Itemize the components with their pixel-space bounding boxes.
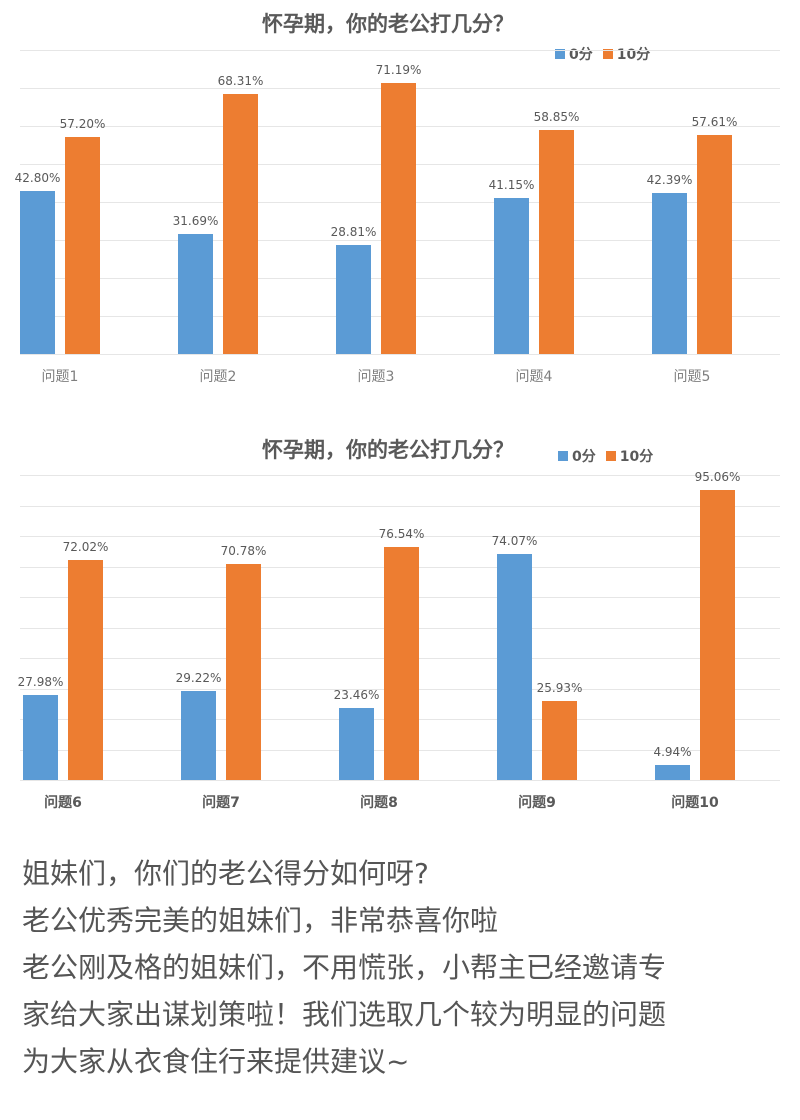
category-label: 问题4 xyxy=(515,369,553,385)
bar-0-points xyxy=(20,191,55,354)
data-label: 31.69% xyxy=(172,213,219,228)
chart-2: 怀孕期，你的老公打几分？ 0分 10分 27.98% 72.02% 问题6 29.22… xyxy=(0,420,800,830)
data-label: 76.54% xyxy=(378,526,425,541)
data-label: 57.20% xyxy=(59,116,106,131)
legend-swatch-blue xyxy=(555,49,565,59)
data-label: 42.80% xyxy=(14,171,61,186)
legend-item-10: 10分 xyxy=(602,44,651,64)
data-label: 23.46% xyxy=(333,688,380,703)
bar-10-points xyxy=(384,546,419,780)
category-label: 问题7 xyxy=(202,795,240,811)
bar-10-points xyxy=(226,564,261,780)
data-label: 95.06% xyxy=(694,470,741,485)
bar-0-points xyxy=(655,764,690,780)
article-line: 为大家从衣食住行来提供建议~ xyxy=(22,1045,410,1078)
legend-label: 0分 xyxy=(569,47,593,63)
article-line: 姐妹们，你们的老公得分如何呀? xyxy=(22,857,429,890)
chart-2-legend: 0分 10分 xyxy=(558,446,663,466)
legend-label: 10分 xyxy=(619,449,654,465)
data-label: 27.98% xyxy=(17,674,64,689)
chart-1-title: 怀孕期，你的老公打几分？ xyxy=(262,12,514,36)
legend-swatch-orange xyxy=(605,451,616,461)
bar-0-points xyxy=(497,554,532,780)
data-label: 58.85% xyxy=(533,110,580,125)
legend-swatch-orange xyxy=(602,49,613,59)
data-label: 28.81% xyxy=(330,224,377,239)
chart-1-legend: 0分 10分 xyxy=(555,44,660,64)
data-label: 57.61% xyxy=(691,115,738,130)
bar-10-points xyxy=(700,490,735,780)
bar-10-points xyxy=(539,130,574,354)
article-line: 老公优秀完美的姐妹们，非常恭喜你啦 xyxy=(22,904,499,937)
bar-10-points xyxy=(381,83,416,354)
chart-1: 怀孕期，你的老公打几分？ 0分 10分 42.80% 57.20% 问题1 31.69… xyxy=(0,0,800,400)
data-label: 29.22% xyxy=(175,670,222,685)
legend-label: 0分 xyxy=(572,449,596,465)
data-label: 25.93% xyxy=(536,680,583,695)
bar-10-points xyxy=(223,94,258,354)
data-label: 4.94% xyxy=(653,744,692,759)
data-label: 72.02% xyxy=(62,540,109,555)
gridline xyxy=(20,780,780,781)
data-label: 74.07% xyxy=(491,534,538,549)
category-label: 问题2 xyxy=(199,369,237,385)
chart-2-title: 怀孕期，你的老公打几分？ xyxy=(262,438,514,462)
category-label: 问题5 xyxy=(673,369,711,385)
bar-0-points xyxy=(339,708,374,780)
data-label: 42.39% xyxy=(646,172,693,187)
bar-0-points xyxy=(178,233,213,354)
category-label: 问题8 xyxy=(360,795,398,811)
bar-0-points xyxy=(652,192,687,354)
category-label: 问题1 xyxy=(41,369,79,385)
gridline xyxy=(20,505,780,507)
bar-0-points xyxy=(181,690,216,780)
legend-label: 10分 xyxy=(616,47,651,63)
bar-0-points xyxy=(23,694,58,780)
category-label: 问题3 xyxy=(357,369,395,385)
data-label: 41.15% xyxy=(488,177,535,192)
gridline xyxy=(20,50,780,51)
bar-10-points xyxy=(542,700,577,780)
article-text: 姐妹们，你们的老公得分如何呀? 老公优秀完美的姐妹们，非常恭喜你啦 老公刚及格的… xyxy=(22,850,782,1085)
category-label: 问题6 xyxy=(44,795,82,811)
bar-0-points xyxy=(336,244,371,354)
bar-10-points xyxy=(68,560,103,780)
bar-0-points xyxy=(494,197,529,354)
category-label: 问题9 xyxy=(518,795,556,811)
bar-10-points xyxy=(65,136,100,354)
chart-2-plot-area: 27.98% 72.02% 问题6 29.22% 70.78% 问题7 23.46% 76.5… xyxy=(18,470,780,811)
bar-10-points xyxy=(697,135,732,354)
chart-1-plot-area: 42.80% 57.20% 问题1 31.69% 68.31% 问题2 28.81% 71.1… xyxy=(15,50,780,385)
gridline xyxy=(20,475,780,476)
data-label: 70.78% xyxy=(220,544,267,559)
legend-item-10: 10分 xyxy=(605,446,654,466)
data-label: 71.19% xyxy=(375,63,422,78)
legend-item-0: 0分 xyxy=(558,446,596,466)
article-line: 家给大家出谋划策啦！我们选取几个较为明显的问题 xyxy=(22,998,667,1031)
gridline xyxy=(20,536,780,537)
category-label: 问题10 xyxy=(671,795,719,811)
legend-item-0: 0分 xyxy=(555,44,593,64)
data-label: 68.31% xyxy=(217,74,264,89)
legend-swatch-blue xyxy=(558,451,568,461)
gridline xyxy=(20,354,780,355)
article-line: 老公刚及格的姐妹们，不用慌张，小帮主已经邀请专 xyxy=(22,951,667,984)
